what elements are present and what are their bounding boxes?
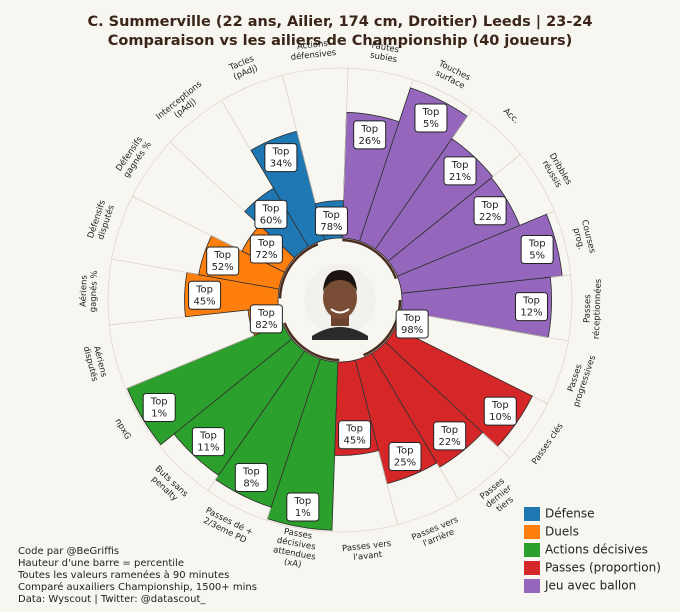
value-box (264, 143, 298, 173)
value-label: Top 78% (320, 210, 342, 233)
category-label: Actionsdéfensives (289, 37, 337, 62)
legend-swatch (524, 507, 540, 521)
value-label: Top 5% (528, 239, 546, 262)
value-box (443, 156, 477, 186)
value-label: Top 52% (212, 250, 234, 273)
value-box (206, 246, 240, 276)
category-label: Fautessubies (369, 40, 400, 65)
value-box (338, 420, 372, 450)
legend-swatch (524, 561, 540, 575)
value-label: Top 8% (242, 466, 260, 489)
value-label: Top 25% (394, 446, 416, 469)
value-label: Top 60% (260, 203, 282, 226)
value-label: Top 98% (401, 313, 423, 336)
value-label: Top 11% (197, 431, 219, 454)
legend-label: Duels (545, 525, 579, 539)
legend-label: Actions décisives (545, 543, 648, 557)
footnote: Comparé auxailiers Championship, 1500+ m… (18, 581, 257, 593)
value-label: Top 45% (193, 284, 215, 307)
value-box (254, 199, 288, 229)
legend-swatch (524, 543, 540, 557)
value-box (483, 396, 517, 426)
value-box (414, 103, 448, 133)
value-box (395, 309, 429, 339)
legend-swatch (524, 579, 540, 593)
value-label: Top 45% (343, 424, 365, 447)
value-box (388, 442, 422, 472)
footnote: Data: Wyscout | Twitter: @datascout_ (18, 594, 206, 605)
value-label: Top 26% (359, 124, 381, 147)
legend-label: Jeu avec ballon (544, 579, 636, 593)
footnote: Code par @BeGriffis (18, 546, 119, 557)
value-label: Top 22% (479, 200, 501, 223)
category-label: Passesréceptionnées (581, 278, 603, 340)
value-box (520, 235, 554, 265)
value-box (188, 280, 222, 310)
value-box (286, 492, 320, 522)
value-box (191, 427, 225, 457)
category-label: Aériensgagnés % (77, 270, 99, 313)
value-label: Top 5% (422, 107, 440, 130)
value-box (473, 196, 507, 226)
legend-swatch (524, 525, 540, 539)
legend: Défense Duels Actions décisives Passes (pro… (524, 507, 661, 593)
value-box (249, 304, 283, 334)
value-label: Top 34% (270, 147, 292, 170)
value-label: Top 1% (293, 496, 311, 519)
category-label: Passes versl'avant (342, 538, 394, 563)
value-label: Top 22% (439, 425, 461, 448)
center-ring (278, 238, 402, 362)
value-box (314, 206, 348, 236)
legend-label: Défense (545, 507, 594, 521)
footnote: Toutes les valeurs ramenées à 90 minutes (17, 569, 229, 581)
value-label: Top 12% (520, 296, 542, 319)
chart-title: C. Summerville (22 ans, Ailier, 174 cm, … (87, 14, 592, 30)
value-box (234, 462, 268, 492)
value-label: Top 1% (150, 396, 168, 419)
value-box (433, 421, 467, 451)
category-label: Passesderniertiers (477, 475, 520, 518)
legend-label: Passes (proportion) (545, 561, 661, 575)
chart-subtitle: Comparaison vs les ailiers de Championsh… (108, 33, 573, 49)
value-label: Top 82% (255, 308, 277, 331)
footnote: Hauteur d'une barre = percentile (18, 558, 184, 569)
player-photo (304, 264, 376, 340)
value-label: Top 72% (255, 238, 277, 261)
value-label: Top 21% (449, 160, 471, 183)
value-box (142, 392, 176, 422)
value-box (353, 120, 387, 150)
value-box (249, 234, 283, 264)
value-box (514, 292, 548, 322)
value-label: Top 10% (489, 400, 511, 423)
